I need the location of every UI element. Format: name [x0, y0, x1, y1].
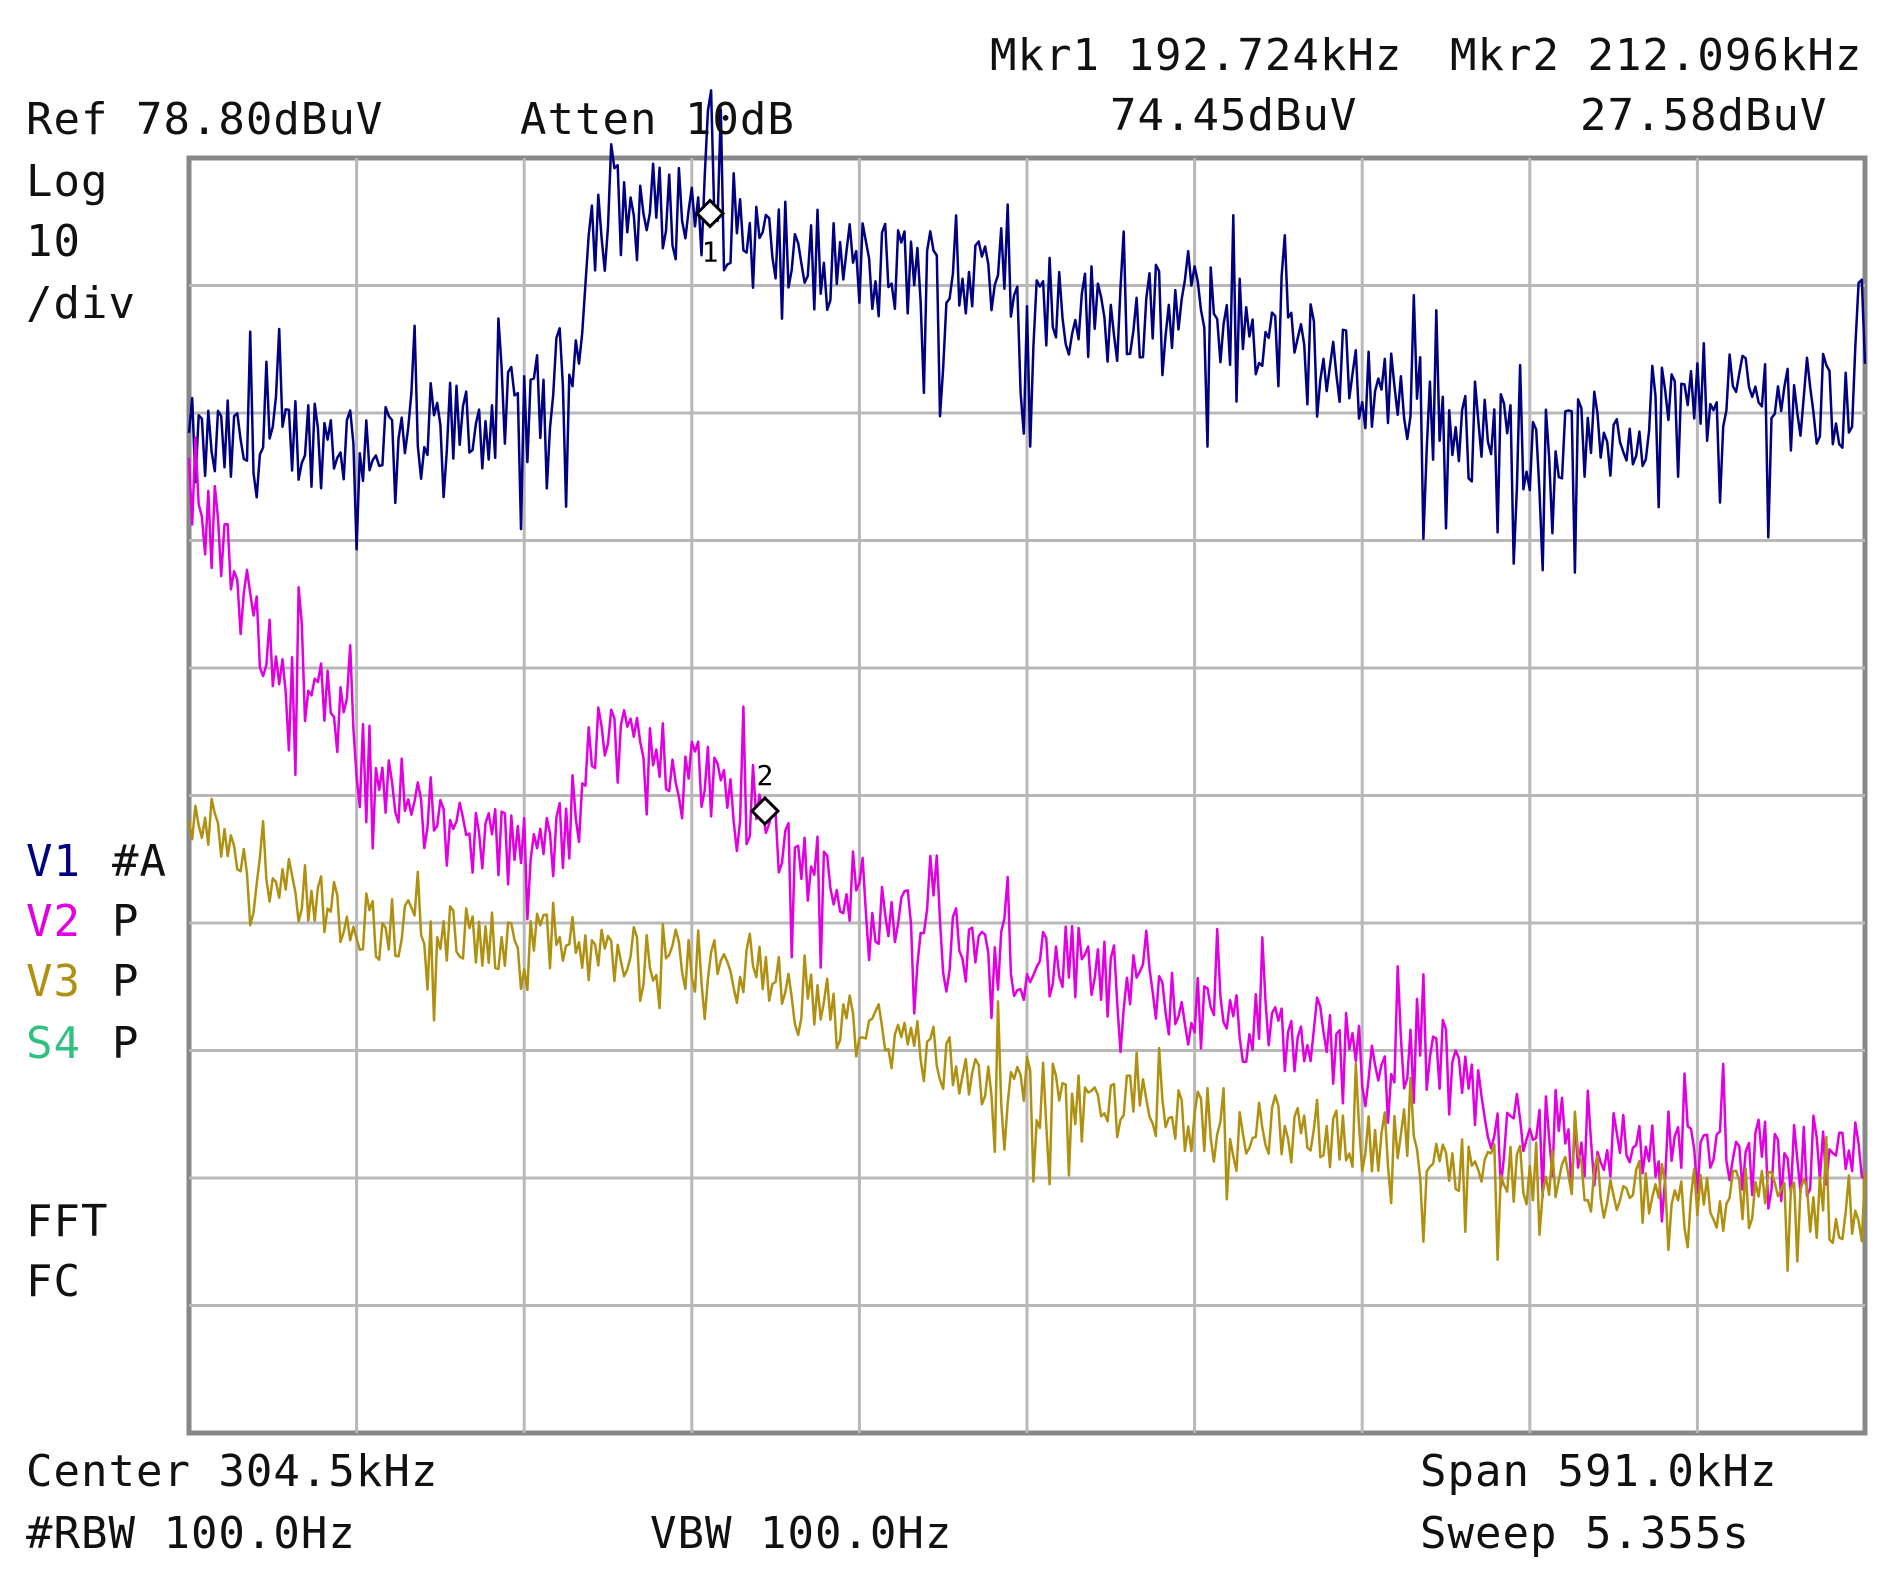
trace3-mode: P: [112, 956, 140, 1007]
center-frequency: Center 304.5kHz: [26, 1446, 439, 1497]
marker-2-diamond: [749, 795, 781, 827]
scale-type: Log: [26, 156, 109, 207]
marker1-frequency: Mkr1 192.724kHz: [990, 30, 1403, 81]
trace-v1: [187, 89, 1867, 574]
trace-v2: [187, 436, 1866, 1223]
marker2-level: 27.58dBuV: [1580, 90, 1828, 141]
trace4-label: S4: [26, 1018, 81, 1069]
fc-indicator: FC: [26, 1256, 81, 1307]
trace3-label: V3: [26, 956, 81, 1007]
marker-1-diamond: [694, 198, 726, 229]
traces: [187, 89, 1867, 1273]
trace1-mode: #A: [112, 836, 167, 887]
ref-level: Ref 78.80dBuV: [26, 94, 384, 145]
attenuation: Atten 10dB: [520, 94, 795, 145]
trace1-label: V1: [26, 836, 81, 887]
trace2-mode: P: [112, 896, 140, 947]
markers: 12: [694, 198, 781, 827]
marker1-level: 74.45dBuV: [1110, 90, 1358, 141]
trace-v3: [187, 797, 1867, 1273]
sweep-time: Sweep 5.355s: [1420, 1508, 1750, 1559]
marker2-frequency: Mkr2 212.096kHz: [1450, 30, 1863, 81]
marker-2-label: 2: [757, 759, 774, 792]
vbw: VBW 100.0Hz: [650, 1508, 953, 1559]
fft-indicator: FFT: [26, 1196, 109, 1247]
trace2-label: V2: [26, 896, 81, 947]
marker-1-label: 1: [702, 235, 719, 268]
grid: [189, 158, 1865, 1433]
trace4-mode: P: [112, 1018, 140, 1069]
scale-value: 10: [26, 216, 81, 267]
rbw: #RBW 100.0Hz: [26, 1508, 356, 1559]
scale-unit: /div: [26, 278, 136, 329]
span: Span 591.0kHz: [1420, 1446, 1778, 1497]
